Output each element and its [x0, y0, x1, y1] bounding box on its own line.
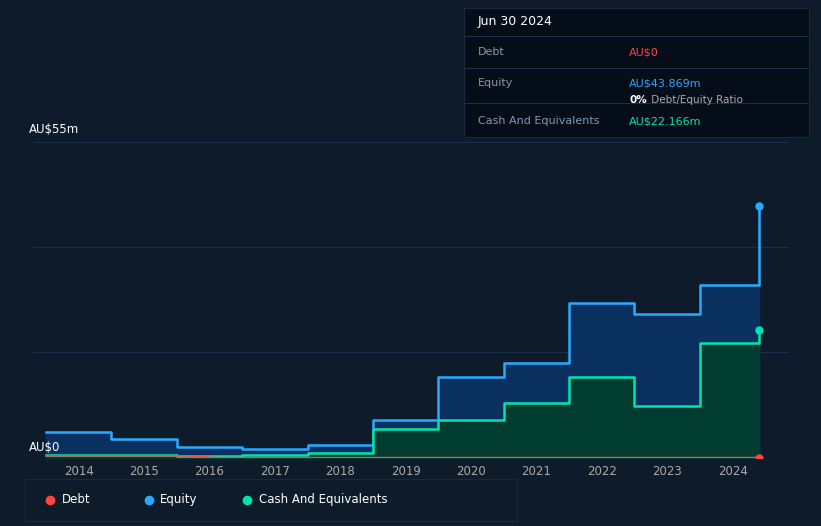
Text: AU$22.166m: AU$22.166m — [630, 116, 702, 126]
Text: AU$43.869m: AU$43.869m — [630, 78, 702, 88]
Text: Debt: Debt — [62, 493, 90, 506]
Text: Equity: Equity — [160, 493, 198, 506]
Text: Debt: Debt — [478, 47, 504, 57]
Text: Cash And Equivalents: Cash And Equivalents — [478, 116, 599, 126]
Text: AU$55m: AU$55m — [29, 123, 80, 136]
Text: Equity: Equity — [478, 78, 513, 88]
Text: Cash And Equivalents: Cash And Equivalents — [259, 493, 388, 506]
Text: 0%: 0% — [630, 95, 647, 105]
Text: AU$0: AU$0 — [29, 441, 61, 454]
Text: Debt/Equity Ratio: Debt/Equity Ratio — [649, 95, 743, 105]
Text: AU$0: AU$0 — [630, 47, 659, 57]
Text: Jun 30 2024: Jun 30 2024 — [478, 15, 553, 28]
